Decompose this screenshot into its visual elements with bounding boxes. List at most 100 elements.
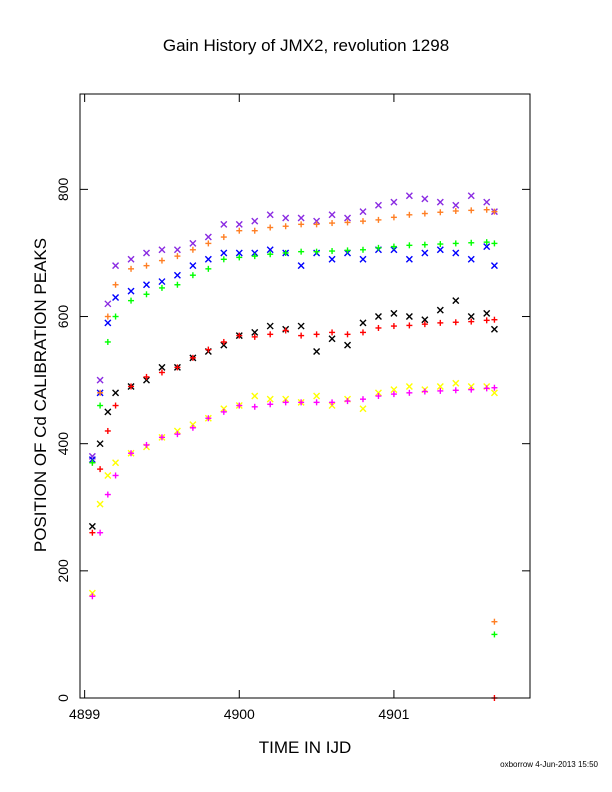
data-point	[421, 241, 428, 248]
data-point	[452, 249, 460, 257]
data-point	[104, 408, 112, 416]
data-point	[158, 257, 165, 264]
data-point	[97, 402, 104, 409]
data-point	[104, 338, 111, 345]
data-point	[421, 195, 429, 203]
data-point	[491, 384, 498, 391]
data-point	[313, 331, 320, 338]
data-point	[491, 618, 498, 625]
data-point	[112, 472, 119, 479]
data-point	[344, 219, 351, 226]
data-point	[298, 248, 305, 255]
data-point	[313, 399, 320, 406]
data-point	[205, 346, 212, 353]
data-point	[390, 391, 397, 398]
data-point	[491, 240, 498, 247]
series-0	[88, 192, 498, 460]
data-point	[104, 427, 111, 434]
data-point	[406, 242, 413, 249]
series-4	[89, 206, 498, 625]
data-point	[251, 392, 259, 400]
data-point	[89, 529, 96, 536]
data-point	[205, 415, 212, 422]
data-point	[297, 214, 305, 222]
data-point	[235, 249, 243, 257]
data-point	[97, 529, 104, 536]
data-point	[143, 291, 150, 298]
data-point	[143, 441, 150, 448]
data-point	[88, 456, 96, 464]
data-point	[97, 466, 104, 473]
data-point	[390, 243, 397, 250]
data-point	[128, 383, 135, 390]
data-point	[282, 249, 289, 256]
data-point	[468, 386, 475, 393]
data-point	[491, 208, 498, 215]
data-point	[142, 376, 150, 384]
data-point	[236, 227, 243, 234]
data-point	[128, 265, 135, 272]
data-point	[251, 403, 258, 410]
x-axis-label: TIME IN IJD	[258, 738, 352, 757]
data-point	[452, 379, 460, 387]
data-point	[235, 220, 243, 228]
data-point	[344, 341, 352, 349]
data-point	[375, 324, 382, 331]
series-7	[89, 384, 498, 600]
data-point	[436, 198, 444, 206]
data-point	[104, 313, 111, 320]
data-point	[251, 333, 258, 340]
data-point	[390, 386, 398, 394]
data-point	[483, 198, 491, 206]
data-point	[267, 401, 274, 408]
data-point	[173, 246, 181, 254]
data-point	[437, 319, 444, 326]
data-point	[112, 262, 120, 270]
data-point	[220, 405, 228, 413]
data-point	[344, 214, 352, 222]
data-point	[143, 262, 150, 269]
data-point	[89, 459, 96, 466]
data-point	[204, 233, 212, 241]
data-point	[236, 332, 243, 339]
data-point	[220, 338, 227, 345]
data-point	[490, 262, 498, 270]
data-point	[467, 255, 475, 263]
data-point	[359, 246, 366, 253]
data-point	[313, 347, 321, 355]
data-point	[483, 385, 490, 392]
data-point	[405, 192, 413, 200]
data-point	[468, 239, 475, 246]
data-point	[468, 207, 475, 214]
data-point	[236, 402, 243, 409]
data-point	[267, 224, 274, 231]
data-point	[359, 218, 366, 225]
data-point	[158, 369, 165, 376]
data-point	[313, 248, 320, 255]
data-point	[104, 300, 112, 308]
data-point	[266, 395, 274, 403]
data-point	[421, 249, 429, 257]
data-point	[436, 382, 444, 390]
data-point	[282, 399, 289, 406]
data-point	[128, 297, 135, 304]
data-point	[298, 399, 305, 406]
data-point	[452, 240, 459, 247]
data-point	[437, 209, 444, 216]
data-point	[174, 253, 181, 260]
data-point	[298, 332, 305, 339]
y-tick-label: 0	[55, 694, 71, 702]
data-point	[359, 396, 366, 403]
x-tick-label: 4901	[378, 706, 409, 722]
data-point	[390, 323, 397, 330]
data-point	[390, 214, 397, 221]
series-1	[88, 243, 498, 464]
data-point	[491, 631, 498, 638]
y-tick-label: 200	[55, 559, 71, 583]
data-point	[437, 241, 444, 248]
data-point	[112, 389, 120, 397]
data-marks	[88, 192, 498, 701]
data-point	[359, 405, 367, 413]
data-point	[251, 249, 259, 257]
data-point	[205, 240, 212, 247]
